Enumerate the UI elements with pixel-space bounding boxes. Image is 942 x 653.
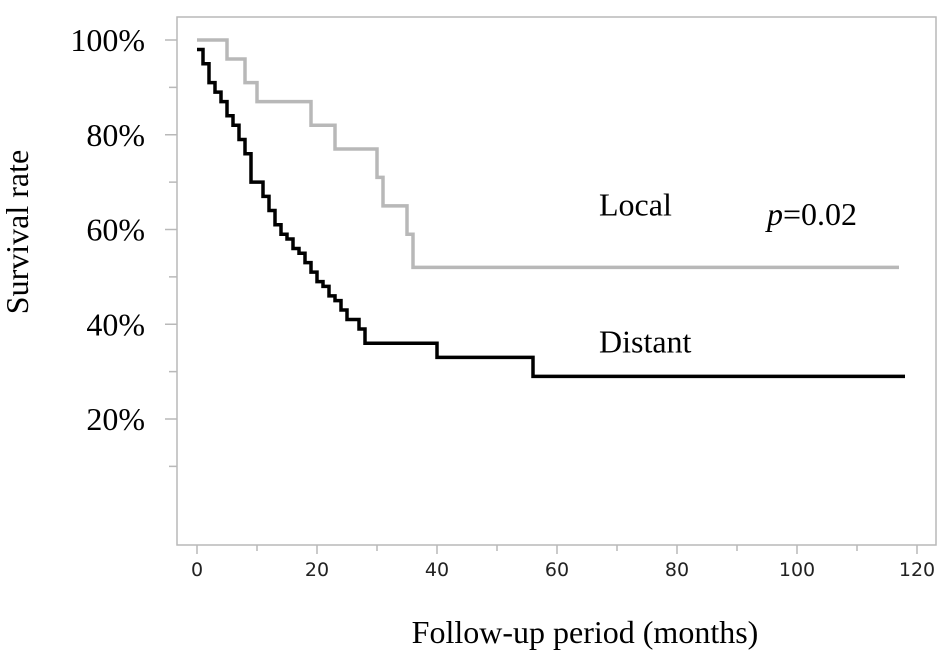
series-label-distant: Distant: [599, 324, 692, 360]
x-axis: 0 20 40 60 80 100 120: [191, 545, 935, 581]
x-tick-label: 40: [425, 559, 449, 581]
x-axis-title: Follow-up period (months): [412, 614, 759, 650]
x-tick-label: 120: [899, 559, 935, 581]
plot-frame: [176, 16, 937, 546]
y-axis-title: Survival rate: [0, 150, 35, 314]
x-tick-label: 20: [305, 559, 329, 581]
p-value-symbol: p: [765, 196, 783, 232]
y-tick-label: 20%: [86, 401, 145, 437]
series-line-distant: [197, 47, 905, 379]
y-tick-label: 100%: [70, 22, 145, 58]
y-tick-label: 80%: [86, 117, 145, 153]
x-tick-label: 80: [665, 559, 689, 581]
y-tick-label: 60%: [86, 212, 145, 248]
labels-layer: Local Distant: [599, 186, 692, 359]
x-tick-label: 100: [779, 559, 815, 581]
x-tick-label: 0: [191, 559, 203, 581]
y-axis: 20% 40% 60% 80% 100%: [70, 22, 177, 468]
p-value-annotation: p=0.02: [765, 196, 857, 232]
x-tick-label: 60: [545, 559, 569, 581]
series-label-local: Local: [599, 186, 672, 222]
y-tick-label: 40%: [86, 306, 145, 342]
series-layer: [197, 38, 905, 379]
series-line-local: [197, 38, 899, 270]
p-value-number: =0.02: [783, 196, 857, 232]
